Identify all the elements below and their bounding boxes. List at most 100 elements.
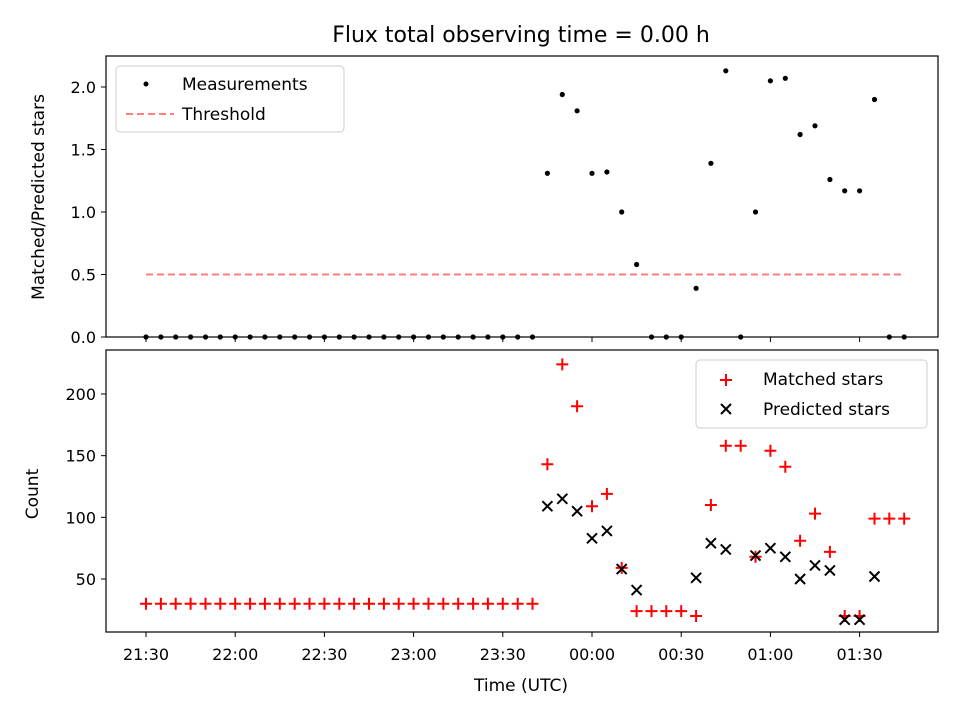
matched-star-point (140, 597, 152, 610)
predicted-star-point (868, 570, 881, 583)
bottom-plot: 50 100 150 200 21:30 22:00 22:30 23:00 23:30 00:0… (23, 349, 939, 696)
predicted-star-point (556, 493, 569, 505)
matched-star-point (823, 545, 836, 558)
matched-star-point (481, 597, 494, 610)
top-y-tick-label: 0.5 (71, 266, 96, 285)
matched-star-point (734, 439, 747, 452)
predicted-star-point (571, 505, 583, 517)
measurement-point (708, 160, 714, 166)
matched-star-point (883, 512, 896, 525)
matched-star-point (600, 487, 613, 500)
top-y-tick-label: 1.0 (71, 203, 96, 222)
bottom-x-axis-label: Time (UTC) (473, 676, 568, 696)
measurement-point (857, 188, 863, 194)
matched-star-point (184, 597, 197, 610)
measurement-point (589, 170, 595, 176)
matched-star-point (675, 605, 688, 618)
bottom-y-tick-label: 200 (65, 385, 96, 404)
matched-star-point (467, 597, 480, 610)
measurement-point (767, 78, 774, 84)
predicted-star-point (749, 549, 762, 562)
matched-star-point (407, 597, 420, 610)
legend-measurements-label: Measurements (182, 75, 308, 95)
matched-star-point (154, 597, 167, 610)
measurement-point (842, 188, 848, 194)
legend-matched-label: Matched stars (763, 370, 883, 390)
matched-star-point (318, 597, 331, 610)
predicted-star-point (615, 563, 628, 575)
matched-star-point (809, 507, 821, 520)
measurement-point (619, 209, 625, 215)
bottom-y-tick-label: 100 (65, 508, 96, 527)
matched-star-point (868, 512, 881, 525)
top-legend-box (115, 65, 345, 133)
matched-star-point (556, 358, 569, 371)
matched-star-point (690, 610, 703, 622)
predicted-star-point (809, 559, 821, 572)
measurement-point (544, 170, 551, 176)
matched-star-point (898, 512, 911, 525)
predicted-star-point (764, 542, 777, 554)
measurement-point (782, 75, 788, 81)
measurement-point (693, 285, 699, 291)
matched-star-point (303, 597, 316, 610)
bottom-legend-box (695, 359, 928, 429)
measurement-point (604, 169, 610, 175)
predicted-star-point (601, 525, 613, 537)
predicted-star-point (794, 573, 806, 585)
matched-star-point (571, 400, 584, 413)
bottom-x-tick-label: 22:30 (301, 645, 347, 664)
matched-star-point (586, 500, 598, 513)
top-y-tick-label: 1.5 (71, 141, 96, 160)
matched-star-point (526, 597, 539, 610)
predicted-star-point (630, 584, 643, 596)
measurement-point (871, 96, 878, 103)
top-chart-title: Flux total observing time = 0.00 h (332, 23, 710, 48)
bottom-x-tick-label: 01:00 (747, 645, 793, 664)
matched-star-point (244, 597, 257, 610)
predicted-star-point (705, 537, 717, 549)
matched-star-point (422, 597, 435, 610)
predicted-star-point (824, 564, 836, 577)
matched-star-point (377, 597, 390, 610)
measurement-point (574, 108, 580, 114)
matched-star-point (258, 597, 271, 610)
matched-star-point (630, 605, 643, 618)
matched-star-point (229, 597, 242, 610)
bottom-y-tick-label: 150 (65, 447, 96, 466)
legend-predicted-label: Predicted stars (763, 400, 890, 420)
matched-star-point (437, 597, 450, 610)
bottom-axes-frame (105, 349, 939, 633)
bottom-x-tick-label: 00:00 (569, 645, 615, 664)
top-axes-frame (105, 55, 939, 338)
predicted-star-point (838, 613, 851, 626)
bottom-legend: Matched stars Predicted stars (695, 359, 928, 429)
measurement-point (723, 68, 729, 74)
top-y-tick-label: 0.0 (71, 328, 96, 347)
matched-star-point (704, 499, 717, 511)
predicted-star-point (541, 500, 554, 512)
legend-predicted-marker (720, 403, 732, 415)
bottom-y-axis-label: Count (23, 468, 43, 519)
bottom-x-tick-label: 22:00 (212, 645, 258, 664)
matched-star-point (288, 597, 301, 610)
matched-star-point (660, 605, 673, 618)
bottom-x-tick-label: 00:30 (658, 645, 704, 664)
bottom-x-tick-label: 21:30 (123, 645, 169, 664)
measurement-point (797, 131, 803, 138)
bottom-y-tick-label: 50 (76, 570, 96, 589)
matched-star-point (764, 444, 777, 457)
matched-star-point (541, 458, 554, 471)
predicted-star-point (720, 543, 732, 556)
top-plot: 0.00.51.01.52.0 Matched/Predicted stars … (29, 55, 939, 347)
top-legend: Measurements Threshold (115, 65, 345, 133)
legend-measurements-marker (143, 81, 149, 87)
matched-star-point (511, 597, 524, 610)
matched-star-point (169, 597, 182, 610)
measurement-point (634, 261, 640, 268)
matched-star-point (333, 597, 346, 610)
bottom-x-tick-label: 23:30 (480, 645, 526, 664)
matched-star-point (496, 597, 509, 610)
legend-threshold-label: Threshold (181, 105, 266, 125)
bottom-x-tick-label: 01:30 (837, 645, 883, 664)
